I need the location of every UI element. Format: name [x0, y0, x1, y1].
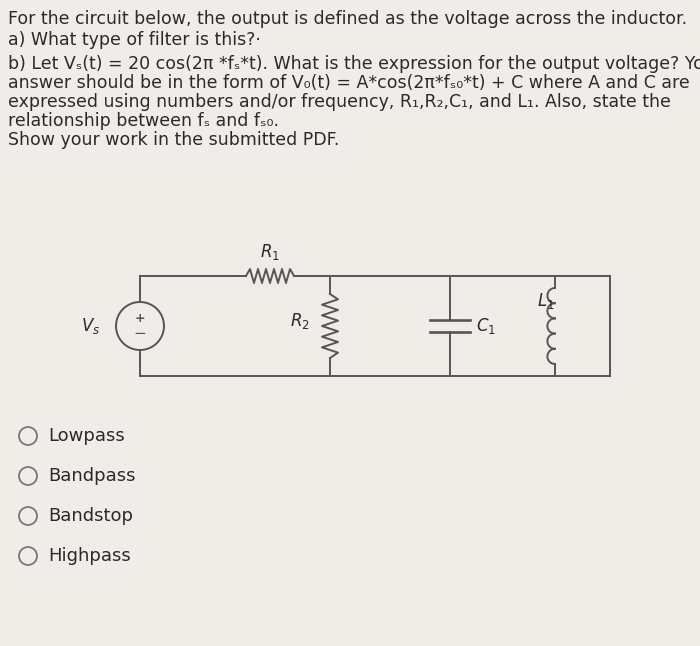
Text: Lowpass: Lowpass: [48, 427, 125, 445]
Text: −: −: [134, 326, 146, 342]
Text: $V_s$: $V_s$: [80, 316, 100, 336]
Text: $C_1$: $C_1$: [476, 316, 496, 336]
Text: a) What type of filter is this?·: a) What type of filter is this?·: [8, 31, 261, 49]
Text: Bandpass: Bandpass: [48, 467, 136, 485]
Text: Show your work in the submitted PDF.: Show your work in the submitted PDF.: [8, 131, 340, 149]
Text: $R_1$: $R_1$: [260, 242, 280, 262]
Text: b) Let Vₛ(t) = 20 cos(2π *fₛ*t). What is the expression for the output voltage? : b) Let Vₛ(t) = 20 cos(2π *fₛ*t). What is…: [8, 55, 700, 73]
Text: expressed using numbers and/or frequency, R₁,R₂,C₁, and L₁. Also, state the: expressed using numbers and/or frequency…: [8, 93, 671, 111]
Text: relationship between fₛ and fₛ₀.: relationship between fₛ and fₛ₀.: [8, 112, 279, 130]
Text: answer should be in the form of V₀(t) = A*cos(2π*fₛ₀*t) + C where A and C are: answer should be in the form of V₀(t) = …: [8, 74, 690, 92]
Text: Highpass: Highpass: [48, 547, 131, 565]
Text: Bandstop: Bandstop: [48, 507, 133, 525]
Text: $R_2$: $R_2$: [290, 311, 310, 331]
Text: For the circuit below, the output is defined as the voltage across the inductor.: For the circuit below, the output is def…: [8, 10, 687, 28]
Text: $L_1$: $L_1$: [537, 291, 554, 311]
Text: +: +: [134, 311, 146, 324]
